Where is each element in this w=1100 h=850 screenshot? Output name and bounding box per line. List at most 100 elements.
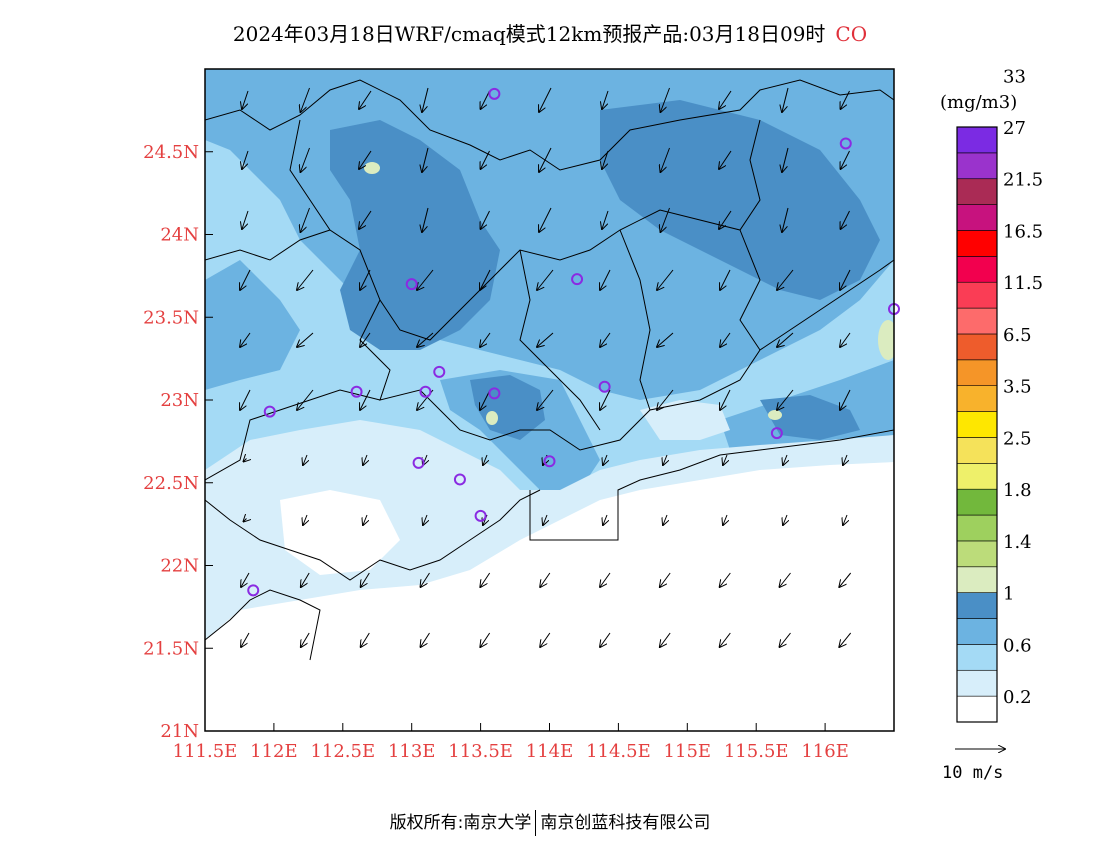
wind-arrow bbox=[777, 269, 794, 290]
station-marker bbox=[488, 387, 501, 400]
colorbar-labels: 0.2 0.6 1 1.4 1.8 2.5 3.5 6.5 11.5 16.5 21.5 27 33 bbox=[1003, 66, 1043, 708]
wind-arrow bbox=[423, 514, 427, 525]
colorbar-swatch bbox=[956, 437, 998, 464]
wind-arrow bbox=[600, 269, 611, 290]
station-marker bbox=[405, 278, 418, 291]
wind-arrow bbox=[481, 90, 490, 109]
wind-arrow bbox=[600, 389, 611, 410]
wind-arrow bbox=[723, 514, 727, 525]
wind-arrow bbox=[600, 632, 611, 647]
y-tick-label: 24N bbox=[160, 225, 199, 246]
y-tick-label: 24.5N bbox=[143, 142, 199, 163]
wind-arrow bbox=[537, 389, 554, 410]
wind-arrow bbox=[480, 632, 491, 647]
wind-arrow bbox=[241, 572, 250, 587]
wind-arrow bbox=[303, 454, 307, 465]
wind-arrow bbox=[840, 389, 851, 410]
wind-arrow bbox=[360, 389, 371, 410]
x-tick-label: 112E bbox=[250, 741, 298, 762]
co-contour-background-ocean bbox=[205, 462, 894, 731]
co-patch bbox=[768, 410, 782, 420]
y-axis-ticks: 21N 21.5N 22N 22.5N 23N 23.5N 24N 24.5N bbox=[143, 142, 213, 742]
colorbar-tick-label: 6.5 bbox=[1003, 325, 1032, 346]
colorbar-tick-label: 0.6 bbox=[1003, 635, 1032, 656]
y-tick-label: 23N bbox=[160, 390, 199, 411]
colorbar-swatch bbox=[956, 281, 998, 309]
wind-arrow bbox=[359, 90, 372, 109]
wind-arrow bbox=[602, 210, 609, 229]
wind-arrow bbox=[421, 632, 430, 647]
wind-arrow bbox=[297, 332, 314, 347]
admin-boundaries bbox=[205, 79, 894, 661]
wind-arrow bbox=[660, 632, 671, 647]
colorbar-swatch bbox=[956, 411, 998, 438]
colorbar-tick-label: 11.5 bbox=[1003, 273, 1043, 294]
co-contour-high-northeast bbox=[600, 100, 880, 300]
wind-arrow bbox=[363, 514, 367, 525]
wind-arrow bbox=[363, 454, 367, 465]
colorbar-swatch bbox=[956, 204, 998, 231]
wind-arrow bbox=[780, 572, 791, 587]
wind-arrow bbox=[783, 514, 787, 525]
x-axis-ticks: 111.5E 112E 112.5E 113E 113.5E 114E 114.5E 115E… bbox=[173, 723, 849, 762]
colorbar-tick-label: 1 bbox=[1003, 584, 1014, 605]
wind-arrow bbox=[360, 332, 371, 347]
wind-arrow bbox=[539, 147, 552, 172]
wind-arrow bbox=[841, 150, 850, 169]
wind-arrow bbox=[421, 572, 430, 587]
station-marker bbox=[598, 380, 611, 393]
station-marker bbox=[433, 365, 446, 378]
wind-arrow bbox=[539, 87, 552, 112]
wind-arrow bbox=[242, 90, 249, 109]
wind-arrow bbox=[301, 207, 310, 232]
wind-arrow bbox=[720, 389, 731, 410]
x-tick-label: 116E bbox=[801, 741, 849, 762]
wind-arrow bbox=[240, 389, 251, 410]
wind-arrow bbox=[537, 332, 554, 347]
colorbar-swatch bbox=[956, 178, 998, 205]
wind-arrow bbox=[244, 459, 247, 462]
station-marker bbox=[770, 427, 783, 440]
wind-arrow bbox=[360, 269, 371, 290]
station-marker bbox=[412, 456, 425, 469]
wind-arrow bbox=[603, 514, 607, 525]
wind-arrow bbox=[422, 147, 429, 172]
x-tick-label: 112.5E bbox=[310, 741, 375, 762]
wind-arrow bbox=[843, 514, 847, 525]
wind-arrow bbox=[777, 332, 794, 347]
wind-arrow bbox=[301, 147, 310, 172]
colorbar-swatch bbox=[956, 695, 998, 723]
station-marker bbox=[543, 455, 556, 468]
wind-arrow bbox=[301, 572, 310, 587]
co-patch bbox=[364, 162, 380, 174]
station-marker bbox=[839, 137, 852, 150]
wind-arrow bbox=[782, 147, 789, 172]
wind-arrow bbox=[301, 87, 310, 112]
colorbar-unit: (mg/m3) bbox=[940, 92, 1017, 113]
colorbar-swatch bbox=[956, 359, 998, 386]
wind-arrow bbox=[720, 632, 731, 647]
colorbar-swatch bbox=[956, 540, 998, 568]
title-text: 2024年03月18日WRF/cmaq模式12km预报产品:03月18日09时 bbox=[232, 22, 826, 46]
colorbar-swatch bbox=[956, 385, 998, 412]
wind-arrow bbox=[361, 632, 370, 647]
wind-arrow bbox=[719, 210, 732, 229]
colorbar-swatch bbox=[956, 592, 998, 619]
co-contour-high-north bbox=[330, 120, 500, 350]
wind-arrow bbox=[657, 332, 674, 347]
wind-arrow bbox=[840, 269, 851, 290]
wind-arrow bbox=[422, 207, 429, 232]
wind-arrow bbox=[657, 389, 674, 410]
colorbar-swatch bbox=[956, 230, 998, 257]
colorbar-swatch bbox=[956, 256, 998, 283]
co-contour-mid-west bbox=[205, 260, 300, 390]
wind-arrow bbox=[361, 572, 370, 587]
concentration-field bbox=[205, 69, 894, 731]
wind-arrow bbox=[481, 150, 490, 169]
wind-arrow bbox=[660, 572, 671, 587]
colorbar-tick-label: 21.5 bbox=[1003, 170, 1043, 191]
colorbar-tick-label: 3.5 bbox=[1003, 377, 1032, 398]
y-tick-label: 22N bbox=[160, 556, 199, 577]
wind-arrow bbox=[657, 269, 674, 290]
wind-arrow bbox=[839, 572, 852, 587]
